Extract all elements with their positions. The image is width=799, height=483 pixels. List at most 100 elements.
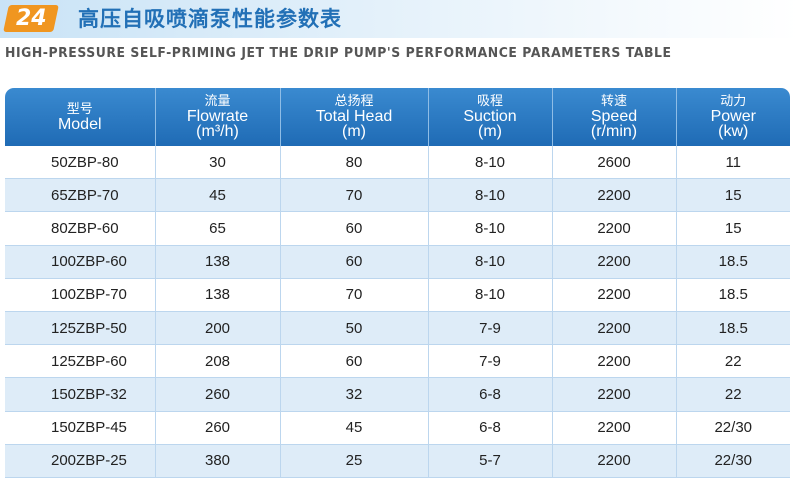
cell-power: 22 <box>675 344 790 379</box>
section-number: 24 <box>15 6 47 31</box>
column-header-en: Total Head <box>315 108 393 125</box>
column-header-suction: 吸程 Suction (m) <box>427 88 552 146</box>
table-row: 80ZBP-60 65 60 8-10 2200 15 <box>5 211 790 246</box>
page-title-chinese: 高压自吸喷滴泵性能参数表 <box>78 7 342 31</box>
section-number-badge: 24 <box>3 5 59 32</box>
cell-suction: 8-10 <box>427 211 552 246</box>
cell-suction: 8-10 <box>427 178 552 213</box>
title-bar <box>0 0 799 38</box>
column-header-cn: 吸程 <box>476 94 503 109</box>
table-row: 50ZBP-80 30 80 8-10 2600 11 <box>5 146 790 180</box>
cell-power: 22 <box>675 377 790 412</box>
cell-power: 18.5 <box>675 311 790 346</box>
table-row: 125ZBP-50 200 50 7-9 2200 18.5 <box>5 311 790 346</box>
table-row: 200ZBP-25 380 25 5-7 2200 22/30 <box>5 444 790 478</box>
cell-flowrate: 260 <box>154 377 280 412</box>
column-header-model: 型号 Model <box>5 88 155 146</box>
cell-total-head: 60 <box>279 344 428 379</box>
cell-speed: 2200 <box>551 411 676 445</box>
performance-parameters-table: 型号 Model 流量 Flowrate (m³/h) 总扬程 Total He… <box>5 88 790 478</box>
cell-flowrate: 138 <box>154 245 280 279</box>
cell-flowrate: 30 <box>154 146 280 180</box>
column-header-en: Power <box>710 108 756 125</box>
table-row: 150ZBP-32 260 32 6-8 2200 22 <box>5 377 790 412</box>
cell-speed: 2200 <box>551 178 676 213</box>
cell-speed: 2200 <box>551 245 676 279</box>
cell-power: 15 <box>675 211 790 246</box>
cell-total-head: 45 <box>279 411 428 445</box>
cell-suction: 7-9 <box>427 344 552 379</box>
column-header-en: Flowrate <box>186 108 249 125</box>
cell-total-head: 70 <box>279 278 428 312</box>
cell-total-head: 25 <box>279 444 428 478</box>
cell-total-head: 70 <box>279 178 428 213</box>
cell-power: 15 <box>675 178 790 213</box>
column-header-cn: 总扬程 <box>334 94 374 109</box>
column-header-unit: (r/min) <box>590 123 638 140</box>
cell-flowrate: 65 <box>154 211 280 246</box>
cell-model: 125ZBP-50 <box>5 311 155 346</box>
cell-power: 18.5 <box>675 278 790 312</box>
cell-model: 50ZBP-80 <box>5 146 155 180</box>
cell-power: 22/30 <box>675 411 790 445</box>
cell-flowrate: 200 <box>154 311 280 346</box>
cell-suction: 7-9 <box>427 311 552 346</box>
cell-flowrate: 45 <box>154 178 280 213</box>
cell-total-head: 80 <box>279 146 428 180</box>
cell-flowrate: 380 <box>154 444 280 478</box>
cell-model: 100ZBP-60 <box>5 245 155 279</box>
cell-suction: 8-10 <box>427 146 552 180</box>
cell-total-head: 50 <box>279 311 428 346</box>
column-header-unit: (kw) <box>718 123 749 140</box>
parameters-table-container: 型号 Model 流量 Flowrate (m³/h) 总扬程 Total He… <box>5 88 790 480</box>
cell-model: 100ZBP-70 <box>5 278 155 312</box>
column-header-power: 动力 Power (kw) <box>675 88 790 146</box>
cell-speed: 2200 <box>551 444 676 478</box>
column-header-speed: 转速 Speed (r/min) <box>551 88 676 146</box>
cell-model: 80ZBP-60 <box>5 211 155 246</box>
cell-suction: 5-7 <box>427 444 552 478</box>
cell-power: 22/30 <box>675 444 790 478</box>
table-row: 150ZBP-45 260 45 6-8 2200 22/30 <box>5 411 790 445</box>
cell-speed: 2200 <box>551 278 676 312</box>
column-header-en: Suction <box>463 108 517 125</box>
table-row: 100ZBP-70 138 70 8-10 2200 18.5 <box>5 278 790 312</box>
column-header-cn: 型号 <box>66 101 93 117</box>
table-header-row: 型号 Model 流量 Flowrate (m³/h) 总扬程 Total He… <box>5 88 790 146</box>
table-header: 型号 Model 流量 Flowrate (m³/h) 总扬程 Total He… <box>5 88 790 146</box>
cell-power: 11 <box>675 146 790 180</box>
cell-speed: 2200 <box>551 311 676 346</box>
column-header-en: Speed <box>590 108 638 125</box>
cell-suction: 6-8 <box>427 377 552 412</box>
cell-speed: 2200 <box>551 344 676 379</box>
cell-suction: 8-10 <box>427 245 552 279</box>
cell-flowrate: 208 <box>154 344 280 379</box>
cell-speed: 2600 <box>551 146 676 180</box>
cell-flowrate: 138 <box>154 278 280 312</box>
cell-model: 200ZBP-25 <box>5 444 155 478</box>
table-row: 65ZBP-70 45 70 8-10 2200 15 <box>5 178 790 213</box>
column-header-flowrate: 流量 Flowrate (m³/h) <box>154 88 280 146</box>
column-header-en: Model <box>57 115 102 133</box>
cell-suction: 6-8 <box>427 411 552 445</box>
column-header-cn: 转速 <box>600 94 627 109</box>
cell-model: 65ZBP-70 <box>5 178 155 213</box>
page-title-english: HIGH-PRESSURE SELF-PRIMING JET THE DRIP … <box>5 45 672 61</box>
cell-total-head: 32 <box>279 377 428 412</box>
column-header-unit: (m) <box>342 123 366 140</box>
column-header-cn: 流量 <box>204 94 231 109</box>
cell-total-head: 60 <box>279 245 428 279</box>
cell-model: 150ZBP-45 <box>5 411 155 445</box>
table-row: 100ZBP-60 138 60 8-10 2200 18.5 <box>5 245 790 279</box>
column-header-total-head: 总扬程 Total Head (m) <box>279 88 428 146</box>
cell-flowrate: 260 <box>154 411 280 445</box>
column-header-unit: (m³/h) <box>196 123 239 140</box>
cell-model: 150ZBP-32 <box>5 377 155 412</box>
cell-speed: 2200 <box>551 377 676 412</box>
cell-suction: 8-10 <box>427 278 552 312</box>
cell-total-head: 60 <box>279 211 428 246</box>
column-header-unit: (m) <box>478 123 502 140</box>
table-body: 50ZBP-80 30 80 8-10 2600 11 65ZBP-70 45 … <box>5 146 790 478</box>
column-header-cn: 动力 <box>720 94 747 109</box>
cell-model: 125ZBP-60 <box>5 344 155 379</box>
